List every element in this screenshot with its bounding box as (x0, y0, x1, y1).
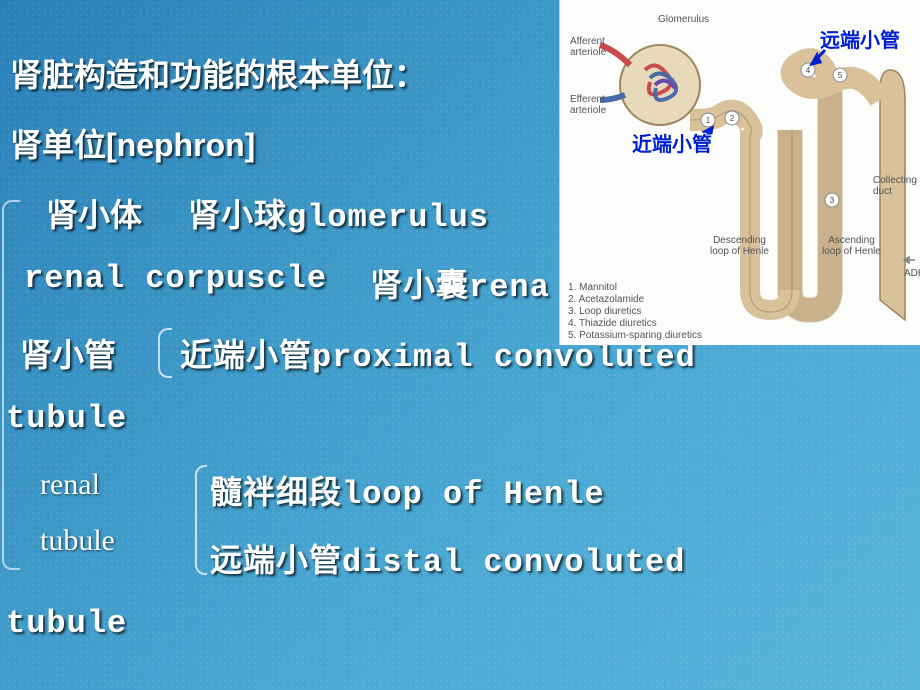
legend-5: 5. Potassium-sparing diuretics (568, 330, 702, 341)
line-nephron: 肾单位[nephron] (10, 120, 255, 166)
label-adh: ADH (904, 268, 920, 279)
label-glomerulus: Glomerulus (658, 14, 709, 25)
svg-text:4: 4 (806, 66, 811, 75)
bracket-inner-bottom (195, 465, 207, 575)
callout-proximal: 近端小管 (632, 128, 712, 157)
line-distal: 远端小管distal convoluted (210, 535, 685, 581)
line-renal-tubule-cn: 肾小管 (20, 330, 116, 376)
line-title: 肾脏构造和功能的根本单位： (10, 50, 426, 96)
svg-text:2: 2 (730, 114, 735, 123)
slide: 肾脏构造和功能的根本单位： 肾单位[nephron] 肾小体 肾小球glomer… (0, 0, 920, 690)
label-efferent: Efferent arteriole (570, 94, 606, 116)
line-renal-en: renal (40, 468, 100, 502)
legend-2: 2. Acetazolamide (568, 294, 644, 305)
callout-distal: 远端小管 (820, 24, 900, 53)
line-glomerulus: 肾小球glomerulus (188, 190, 489, 236)
legend-4: 4. Thiazide diuretics (568, 318, 657, 329)
line-tubule-en: tubule (40, 524, 115, 558)
label-ascending: Ascending loop of Henle (822, 235, 881, 257)
label-collecting: Collecting duct (873, 175, 917, 197)
line-tubule-1: tubule (6, 400, 127, 437)
bracket-outer (2, 200, 20, 570)
line-corpuscle-cn: 肾小体 (46, 190, 142, 236)
legend-3: 3. Loop diuretics (568, 306, 641, 317)
label-afferent: Afferent arteriole (570, 36, 606, 58)
svg-text:5: 5 (838, 71, 843, 80)
label-descending: Descending loop of Henle (710, 235, 769, 257)
bracket-inner-top (158, 328, 172, 378)
line-loop-henle: 髓袢细段loop of Henle (210, 467, 605, 513)
line-renal-corpuscle-en: renal corpuscle (24, 260, 327, 297)
legend-1: 1. Mannitol (568, 282, 617, 293)
line-renal-capsule: 肾小囊rena (370, 260, 550, 306)
svg-text:1: 1 (706, 116, 711, 125)
svg-text:3: 3 (830, 196, 835, 205)
nephron-diagram: 1 2 3 4 5 Glomerulus Afferent arteriole … (559, 0, 920, 345)
line-tubule-2: tubule (6, 605, 127, 642)
